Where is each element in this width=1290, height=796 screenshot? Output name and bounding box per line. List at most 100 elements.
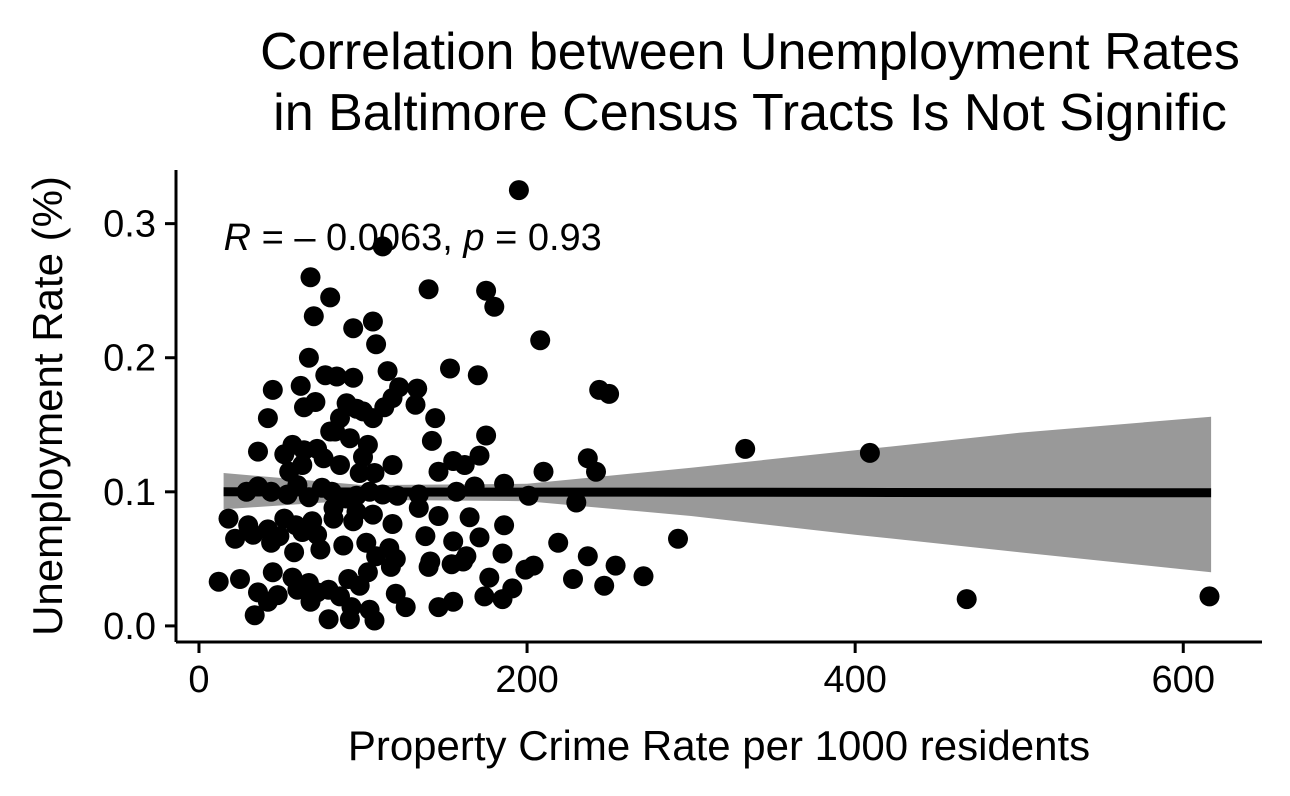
data-point-15 [440, 358, 460, 379]
data-point-109 [261, 532, 282, 553]
data-point-123 [668, 528, 688, 549]
data-point-7 [303, 306, 324, 327]
p-value: 0.93 [528, 217, 602, 259]
data-point-150 [257, 591, 278, 612]
data-point-46 [353, 447, 373, 467]
data-point-162 [956, 589, 977, 610]
data-point-160 [339, 609, 360, 630]
data-point-59 [469, 445, 490, 466]
data-point-149 [594, 575, 615, 596]
data-point-82 [735, 438, 756, 459]
data-point-93 [382, 514, 403, 534]
data-point-14 [377, 361, 398, 382]
data-point-55 [349, 463, 370, 483]
data-point-10 [530, 330, 551, 351]
p-symbol: p [462, 217, 484, 259]
y-axis-ticks: 0.0 0.1 0.2 0.3 [103, 204, 176, 648]
data-point-22 [290, 375, 311, 396]
r-value: – 0.0063 [294, 217, 442, 259]
data-point-2 [300, 267, 321, 288]
y-tick-label-1: 0.1 [103, 472, 156, 514]
r-equals: = [251, 217, 294, 259]
data-point-151 [300, 591, 321, 612]
annotation-separator: , [442, 217, 463, 259]
data-point-110 [285, 515, 306, 536]
data-point-92 [362, 504, 383, 525]
data-point-157 [492, 589, 513, 610]
data-point-51 [382, 455, 403, 475]
data-point-137 [633, 566, 654, 587]
data-point-138 [208, 571, 229, 592]
data-point-94 [408, 497, 429, 518]
data-point-142 [287, 579, 308, 600]
data-point-161 [364, 610, 385, 631]
data-point-19 [407, 378, 428, 399]
data-point-36 [425, 408, 446, 429]
data-point-4 [476, 280, 497, 301]
data-point-44 [274, 444, 295, 465]
data-point-28 [405, 394, 426, 415]
data-point-17 [326, 366, 347, 387]
data-point-124 [262, 562, 283, 583]
data-point-39 [339, 428, 360, 449]
data-point-3 [418, 279, 439, 300]
data-point-163 [1199, 586, 1220, 607]
data-point-50 [313, 448, 334, 469]
x-tick-label-2: 400 [823, 659, 886, 701]
data-point-99 [284, 542, 305, 563]
data-point-5 [320, 287, 341, 308]
data-point-12 [298, 347, 319, 368]
data-point-107 [225, 528, 246, 549]
data-point-120 [548, 532, 569, 553]
data-point-154 [395, 597, 416, 618]
data-point-106 [469, 527, 490, 548]
x-tick-label-0: 0 [188, 659, 209, 701]
x-axis-title: Property Crime Rate per 1000 residents [348, 722, 1090, 769]
x-tick-label-3: 600 [1152, 659, 1215, 701]
data-point-33 [346, 398, 367, 419]
data-point-130 [380, 556, 401, 577]
data-point-0 [508, 180, 529, 201]
data-point-97 [494, 515, 515, 536]
data-point-113 [346, 501, 367, 522]
data-point-122 [605, 555, 626, 576]
data-point-101 [333, 535, 354, 556]
data-point-1 [372, 236, 393, 257]
data-point-45 [294, 440, 314, 461]
x-axis-ticks: 0 200 400 600 [188, 642, 1215, 701]
data-point-60 [533, 461, 554, 482]
data-point-83 [859, 442, 880, 463]
data-point-111 [302, 511, 323, 532]
data-point-6 [484, 296, 505, 317]
y-axis-title: Unemployment Rate (%) [24, 176, 71, 636]
regression-line [223, 487, 1212, 498]
data-point-156 [443, 591, 464, 612]
data-point-41 [421, 430, 442, 451]
data-point-35 [362, 408, 383, 429]
r-symbol: R [224, 217, 251, 259]
data-point-96 [459, 507, 480, 528]
data-point-47 [476, 425, 497, 446]
data-point-48 [248, 441, 268, 462]
data-point-132 [453, 551, 474, 572]
data-point-114 [366, 546, 387, 567]
data-point-105 [443, 531, 464, 552]
chart-title-line-1: Correlation between Unemployment Rates [260, 23, 1240, 81]
data-point-11 [366, 334, 387, 355]
data-point-81 [566, 492, 587, 513]
data-point-131 [418, 556, 439, 577]
data-point-31 [257, 408, 278, 429]
data-point-9 [343, 318, 364, 339]
data-point-95 [428, 506, 449, 526]
data-point-121 [577, 546, 598, 567]
data-point-133 [479, 567, 500, 588]
data-point-21 [262, 379, 283, 400]
data-point-139 [230, 569, 250, 589]
data-point-119 [492, 543, 513, 564]
data-point-135 [523, 555, 544, 576]
data-point-38 [320, 421, 341, 442]
y-tick-label-3: 0.3 [103, 204, 156, 246]
data-point-84 [218, 508, 239, 529]
data-point-8 [362, 311, 383, 332]
